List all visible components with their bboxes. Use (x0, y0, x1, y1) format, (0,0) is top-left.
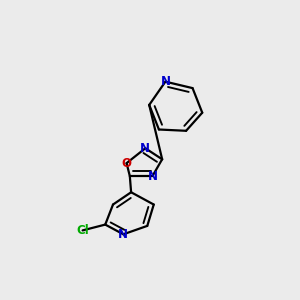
Text: O: O (122, 157, 132, 169)
Text: Cl: Cl (76, 224, 89, 237)
Text: N: N (118, 228, 128, 241)
Text: N: N (140, 142, 150, 155)
Text: N: N (160, 75, 170, 88)
Text: N: N (148, 169, 158, 183)
